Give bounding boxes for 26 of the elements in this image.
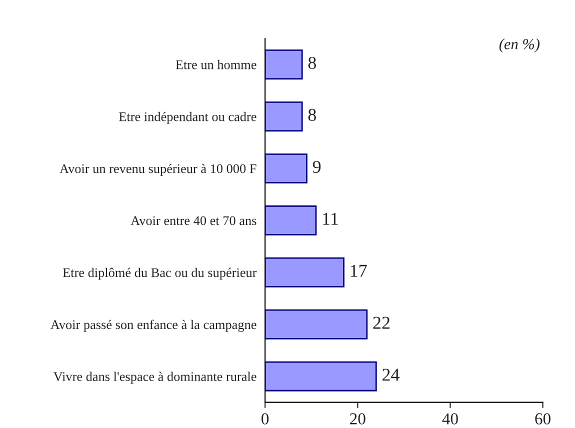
y-tick-label: Etre diplômé du Bac ou du supérieur: [62, 268, 257, 280]
x-tick-label: 40: [442, 413, 458, 424]
x-tick-label: 60: [535, 413, 550, 424]
y-tick-label: Avoir entre 40 et 70 ans: [130, 216, 256, 226]
y-tick-label: Avoir passé son enfance à la campagne: [50, 320, 256, 332]
data-label: 24: [382, 368, 400, 381]
x-tick-label: 0: [262, 413, 269, 424]
y-tick-label: Avoir un revenu supérieur à 10 000 F: [60, 164, 256, 176]
data-label: 22: [373, 316, 390, 329]
bar: [265, 309, 368, 340]
data-label: 17: [350, 264, 367, 277]
data-label: 8: [308, 108, 316, 121]
data-label: 8: [308, 56, 316, 70]
annotation: (en %): [499, 38, 540, 52]
y-tick-label: Vivre dans l'espace à dominante rurale: [53, 372, 256, 384]
bar: [265, 50, 303, 80]
bar: [265, 101, 303, 132]
bar: [265, 205, 317, 236]
bar: [265, 361, 377, 392]
data-label: 9: [312, 160, 321, 173]
y-tick-label: Etre un homme: [176, 60, 256, 70]
bar: [265, 153, 308, 184]
x-tick-label: 20: [350, 413, 366, 424]
y-tick-label: Etre indépendant ou cadre: [119, 112, 256, 124]
data-label: 11: [323, 212, 338, 225]
bar: [265, 257, 344, 288]
